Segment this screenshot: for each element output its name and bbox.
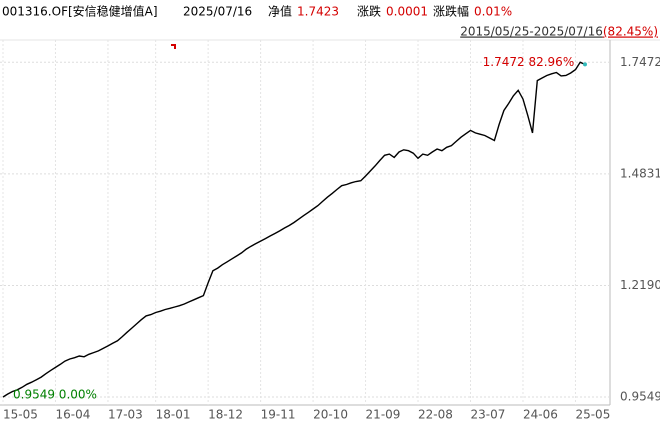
x-tick-label: 18-12 <box>208 408 243 422</box>
x-tick-label: 15-05 <box>3 408 38 422</box>
x-tick-label: 20-10 <box>313 408 348 422</box>
x-tick-label: 17-03 <box>108 408 143 422</box>
x-tick-label: 21-09 <box>366 408 401 422</box>
y-tick-label: 0.9549 <box>620 390 660 404</box>
change-pct: 0.01% <box>474 5 512 19</box>
change-label: 涨跌 <box>357 4 381 19</box>
change-pct-label: 涨跌幅 <box>433 4 469 19</box>
fund-title: 001316.OF[安信稳健增值A] <box>2 4 158 19</box>
x-tick-label: 18-01 <box>156 408 191 422</box>
nav-label: 净值 <box>268 4 292 19</box>
marker <box>171 44 176 49</box>
date: 2025/07/16 <box>183 5 252 19</box>
y-tick-label: 1.2190 <box>620 278 660 292</box>
x-tick-label: 16-04 <box>55 408 90 422</box>
nav: 1.7423 <box>297 5 339 19</box>
x-tick-label: 25-05 <box>575 408 610 422</box>
nav-line <box>2 61 586 398</box>
end-marker <box>583 62 587 67</box>
x-tick-label: 23-07 <box>471 408 506 422</box>
x-tick-label: 24-06 <box>523 408 558 422</box>
plot: 0.9549 1.2190 1.4831 1.7472 15-05 16-04 17-03 1… <box>0 40 660 422</box>
min-annotation: 0.9549 0.00% <box>13 387 97 401</box>
change: 0.0001 <box>386 5 428 19</box>
period-return: (82.45%) <box>603 25 658 39</box>
x-tick-label: 22-08 <box>418 408 453 422</box>
max-annotation: 1.7472 82.96% <box>483 55 575 69</box>
y-tick-label: 1.7472 <box>620 55 660 69</box>
x-tick-label: 19-11 <box>261 408 296 422</box>
y-tick-label: 1.4831 <box>620 166 660 180</box>
period: 2015/05/25-2025/07/16 <box>460 25 603 39</box>
